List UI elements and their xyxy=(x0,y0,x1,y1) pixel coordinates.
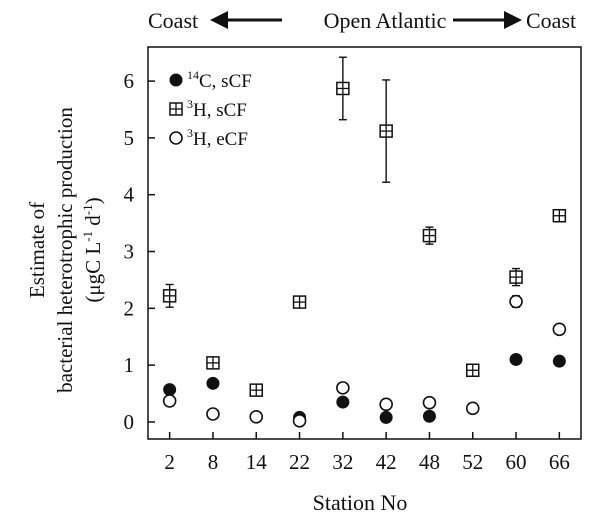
legend-marker xyxy=(169,73,183,87)
banner-arrow-right xyxy=(453,11,522,29)
legend-marker xyxy=(169,102,183,116)
legend-item: 3H, eCF xyxy=(169,126,248,150)
legend-label: 3H, sCF xyxy=(187,97,247,121)
legend-item: 14C, sCF xyxy=(169,68,252,92)
x-tick-label: 48 xyxy=(419,450,440,474)
x-tick-label: 8 xyxy=(208,450,219,474)
x-axis-label: Station No xyxy=(313,490,408,515)
y-tick-label: 5 xyxy=(124,126,135,150)
x-tick-label: 32 xyxy=(332,450,353,474)
y-axis-label-line3: (μgC L-1 d-1) xyxy=(80,197,105,302)
data-point xyxy=(249,410,264,424)
y-tick-label: 1 xyxy=(124,353,135,377)
x-axis: 2 8 14 22 32 42 48 52 60 66 xyxy=(164,432,570,474)
legend-item: 3H, sCF xyxy=(169,97,247,121)
data-point xyxy=(509,352,523,366)
y-tick-label: 4 xyxy=(124,183,135,207)
data-point xyxy=(379,410,393,424)
data-point xyxy=(552,208,567,223)
data-point xyxy=(292,414,307,428)
x-tick-label: 22 xyxy=(289,450,310,474)
data-point xyxy=(336,81,350,96)
legend: 14C, sCF 3H, sCF 3H, eCF xyxy=(169,68,252,150)
data-point xyxy=(336,381,350,395)
y-tick-label: 3 xyxy=(124,240,135,264)
y-axis-label-line3-sup2: -1 xyxy=(80,204,95,215)
data-point xyxy=(509,294,523,309)
banner-left-label: Coast xyxy=(148,8,198,33)
x-tick-label: 42 xyxy=(376,450,397,474)
series-open-circle xyxy=(162,294,567,428)
data-point xyxy=(206,376,220,390)
banner-center-label: Open Atlantic xyxy=(324,8,447,33)
data-point xyxy=(163,383,177,397)
x-tick-label: 14 xyxy=(246,450,268,474)
data-marks xyxy=(162,56,567,428)
data-point xyxy=(422,409,436,423)
banner-arrow-left xyxy=(210,11,282,29)
data-point xyxy=(249,383,263,397)
data-point xyxy=(379,397,393,412)
y-axis-label-line3-prefix: (μgC L xyxy=(81,242,105,303)
data-point xyxy=(162,289,177,303)
data-point xyxy=(465,401,480,416)
data-point xyxy=(206,356,220,370)
legend-label: 14C, sCF xyxy=(187,68,252,92)
data-point xyxy=(206,407,220,421)
data-point xyxy=(552,322,567,337)
y-axis-label-line3-mid: d xyxy=(81,215,105,231)
y-axis-label-line1: Estimate of xyxy=(25,202,49,298)
data-point xyxy=(422,228,437,243)
legend-marker xyxy=(169,131,183,145)
legend-label: 3H, eCF xyxy=(187,126,248,150)
y-axis-label-line3-sup1: -1 xyxy=(80,231,95,242)
x-tick-label: 52 xyxy=(462,450,483,474)
data-point xyxy=(336,395,350,409)
x-tick-label: 66 xyxy=(549,450,570,474)
series-filled-circle xyxy=(163,352,566,424)
data-point xyxy=(466,363,480,378)
y-axis: 0 1 2 3 4 5 6 xyxy=(124,69,155,434)
data-point xyxy=(292,295,307,309)
y-tick-label: 0 xyxy=(124,410,135,434)
data-point xyxy=(509,270,523,284)
plot-area-frame xyxy=(147,46,582,440)
y-axis-label: Estimate of bacterial heterotrophic prod… xyxy=(25,107,105,393)
x-tick-label: 60 xyxy=(506,450,527,474)
y-axis-label-line3-suffix: ) xyxy=(81,197,105,204)
y-tick-label: 6 xyxy=(124,69,135,93)
series-boxed-plus xyxy=(162,56,567,397)
data-point xyxy=(162,394,177,408)
y-axis-label-line2: bacterial heterotrophic production xyxy=(53,107,77,393)
x-tick-label: 2 xyxy=(164,450,175,474)
y-tick-label: 2 xyxy=(124,296,135,320)
data-point xyxy=(552,354,566,368)
banner-right-label: Coast xyxy=(526,8,576,33)
data-point xyxy=(379,124,393,138)
data-point xyxy=(422,395,437,410)
